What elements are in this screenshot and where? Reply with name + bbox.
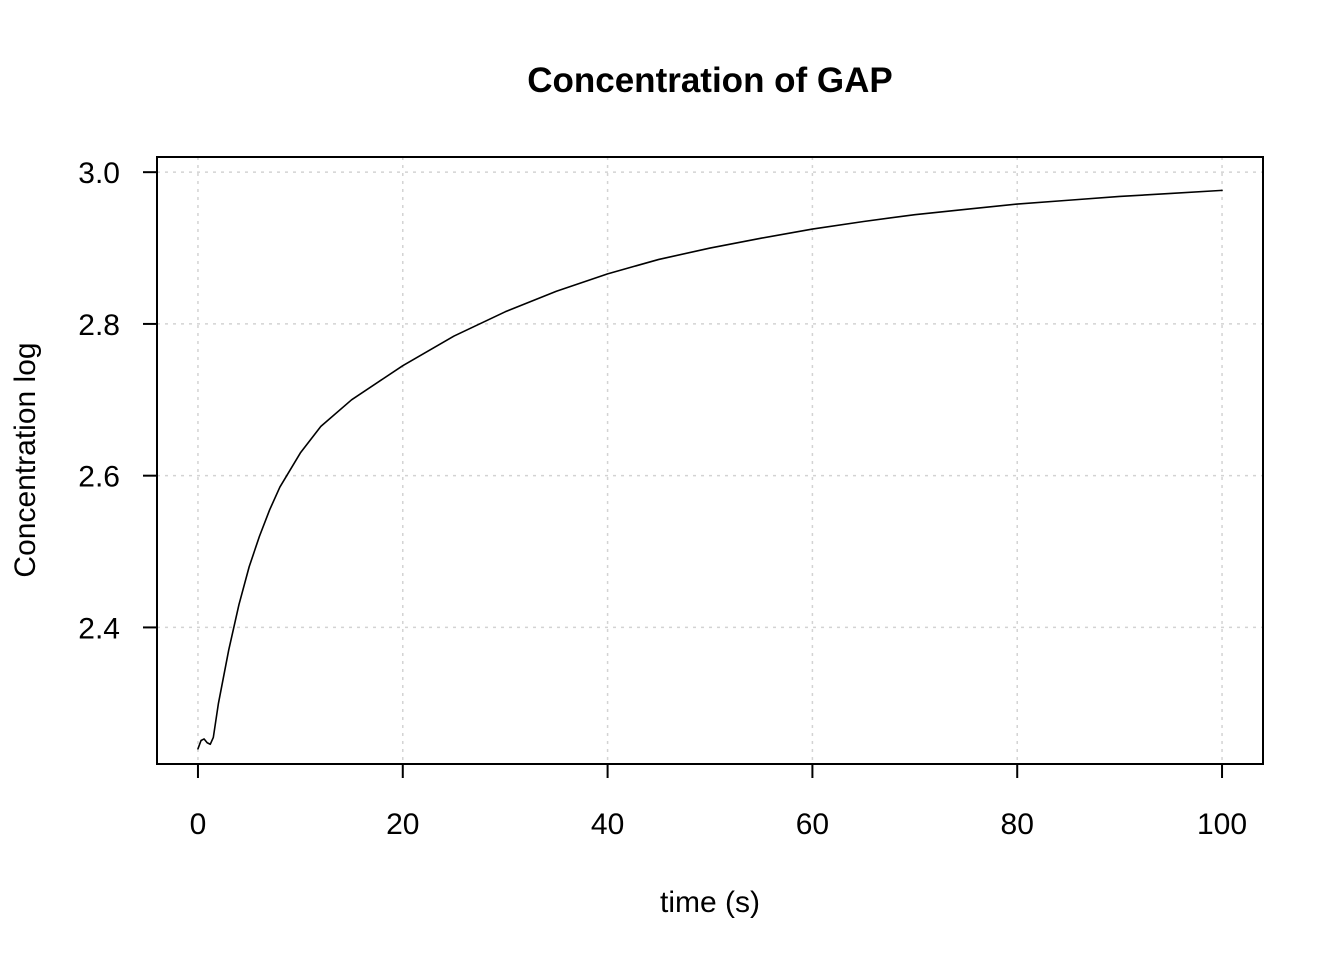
x-tick-label: 0 (190, 808, 207, 841)
series-line (197, 189, 1223, 750)
y-axis: 2.4 2.6 2.8 3.0 (78, 157, 157, 645)
x-axis: 0 20 40 60 80 100 (190, 764, 1247, 841)
x-tick-label: 20 (386, 808, 419, 841)
y-axis-label: Concentration log (9, 342, 42, 577)
y-tick-label: 2.4 (78, 612, 120, 645)
x-tick-label: 100 (1197, 808, 1247, 841)
x-axis-label: time (s) (660, 886, 760, 919)
y-tick-label: 2.6 (78, 461, 120, 494)
x-tick-label: 40 (591, 808, 624, 841)
series-layer (197, 189, 1223, 750)
y-tick-label: 3.0 (78, 157, 120, 190)
x-tick-label: 60 (796, 808, 829, 841)
plot-frame (156, 156, 1264, 765)
y-tick-label: 2.8 (78, 309, 120, 342)
grid (157, 157, 1263, 764)
chart-title: Concentration of GAP (527, 61, 893, 100)
x-tick-label: 80 (1001, 808, 1034, 841)
